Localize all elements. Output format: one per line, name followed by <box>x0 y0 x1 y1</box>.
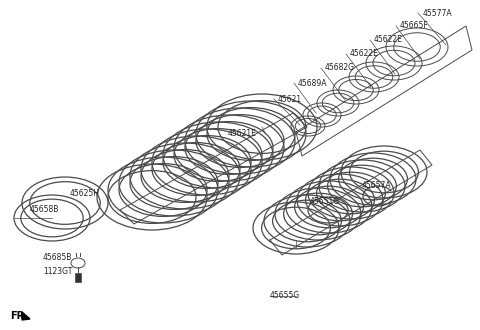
Text: 45655G: 45655G <box>270 291 300 301</box>
Text: 45658B: 45658B <box>30 206 60 214</box>
Text: 45622E: 45622E <box>374 36 403 45</box>
Polygon shape <box>22 312 30 320</box>
Text: 45682G: 45682G <box>325 63 355 73</box>
Text: FR: FR <box>10 311 24 321</box>
Bar <box>75 273 81 282</box>
Text: 45689A: 45689A <box>298 79 327 87</box>
Text: 45651G: 45651G <box>310 197 340 207</box>
Text: 45621E: 45621E <box>228 128 257 138</box>
Text: 45685B: 45685B <box>43 253 72 262</box>
Text: 45657A: 45657A <box>362 182 392 190</box>
Text: 45577A: 45577A <box>423 9 453 17</box>
Text: 1123GT: 1123GT <box>43 268 72 277</box>
Text: 45665F: 45665F <box>400 21 429 30</box>
Text: 45621: 45621 <box>278 94 302 104</box>
Text: 45625H: 45625H <box>70 188 100 197</box>
Text: 45622E: 45622E <box>350 50 379 58</box>
